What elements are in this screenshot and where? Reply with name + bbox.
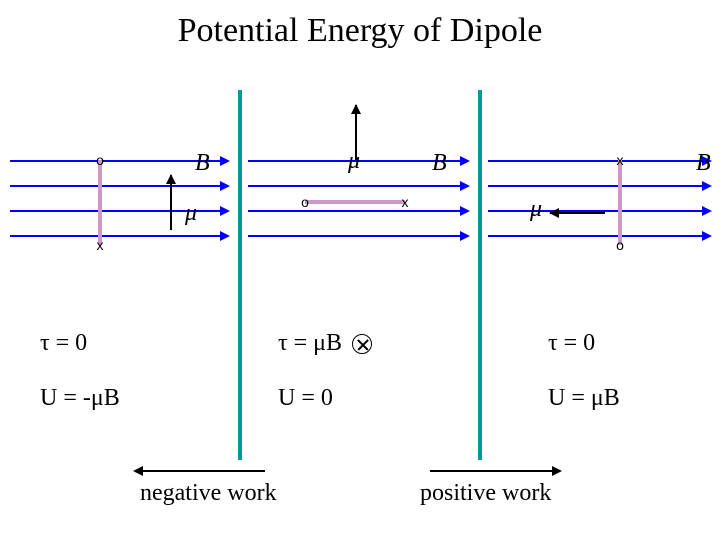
dipole-bar bbox=[98, 160, 102, 245]
tau-eq-col2: τ = μB bbox=[278, 330, 372, 357]
positive-work-label: positive work bbox=[420, 480, 551, 507]
B-label: B bbox=[195, 150, 210, 177]
U-eq-col2: U = 0 bbox=[278, 385, 333, 412]
dipole-end-o: o bbox=[301, 194, 309, 210]
dipole-end-x: x bbox=[97, 237, 104, 253]
field-line bbox=[488, 235, 710, 237]
dipole-end-o: o bbox=[96, 152, 104, 168]
field-line bbox=[488, 160, 710, 162]
into-page-icon bbox=[352, 334, 372, 354]
field-line bbox=[248, 185, 468, 187]
mu-label: μ bbox=[348, 148, 360, 175]
dipole-end-o: o bbox=[616, 237, 624, 253]
mu-arrow-icon bbox=[170, 175, 172, 230]
B-label: B bbox=[432, 150, 447, 177]
divider-2 bbox=[478, 90, 482, 460]
negative-work-label: negative work bbox=[140, 480, 277, 507]
tau-eq-col1: τ = 0 bbox=[40, 330, 87, 357]
page-title: Potential Energy of Dipole bbox=[0, 12, 720, 50]
dipole-bar bbox=[305, 200, 405, 204]
field-line bbox=[488, 185, 710, 187]
tau-eq-col3: τ = 0 bbox=[548, 330, 595, 357]
dipole-end-x: x bbox=[617, 152, 624, 168]
field-line bbox=[248, 210, 468, 212]
U-eq-col1: U = -μB bbox=[40, 385, 120, 412]
field-line bbox=[10, 235, 228, 237]
field-line bbox=[248, 235, 468, 237]
U-eq-col3: U = μB bbox=[548, 385, 620, 412]
mu-label: μ bbox=[185, 200, 197, 227]
dipole-end-x: x bbox=[402, 194, 409, 210]
tau-eq-text: τ = μB bbox=[278, 330, 342, 356]
mu-label: μ bbox=[530, 196, 542, 223]
negative-work-arrow-icon bbox=[135, 470, 265, 472]
positive-work-arrow-icon bbox=[430, 470, 560, 472]
field-line bbox=[10, 185, 228, 187]
mu-arrow-icon bbox=[550, 212, 605, 214]
B-label: B bbox=[696, 150, 711, 177]
dipole-bar bbox=[618, 160, 622, 245]
divider-1 bbox=[238, 90, 242, 460]
